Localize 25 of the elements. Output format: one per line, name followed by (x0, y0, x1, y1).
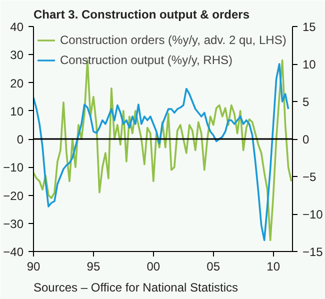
y2-tick-label: −10 (302, 208, 324, 222)
y2-tick-label: 15 (302, 20, 316, 34)
y-tick-label: 10 (10, 104, 24, 118)
y2-tick-label: 0 (302, 132, 310, 146)
y2-tick-label: −15 (302, 245, 324, 259)
y2-tick-label: −5 (302, 170, 317, 184)
y-tick-label: 30 (10, 48, 24, 62)
x-tick-label: 05 (206, 260, 220, 274)
y-tick-label: 40 (10, 20, 24, 34)
legend-label: Construction orders (%y/y, adv. 2 qu, LHS) (60, 33, 286, 47)
chart-title: Chart 3. Construction output & orders (34, 8, 250, 22)
y2-tick-label: 10 (302, 58, 316, 72)
y2-tick-label: 5 (302, 95, 310, 109)
y-tick-label: −30 (3, 216, 24, 231)
x-tick-label: 00 (146, 260, 160, 274)
y-tick-label: −40 (3, 245, 24, 259)
source-note: Sources – Office for National Statistics (34, 280, 238, 294)
y-tick-label: 20 (10, 76, 24, 90)
y-tick-label: 0 (16, 132, 24, 146)
y-tick-label: −20 (3, 188, 24, 203)
x-tick-label: 90 (26, 260, 40, 274)
x-tick-label: 10 (266, 260, 280, 274)
legend-label: Construction output (%y/y, RHS) (60, 53, 233, 67)
x-tick-label: 95 (86, 260, 100, 274)
y-tick-label: −10 (3, 160, 24, 175)
